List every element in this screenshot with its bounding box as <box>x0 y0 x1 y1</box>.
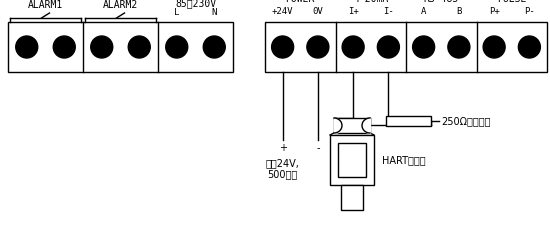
Circle shape <box>16 36 38 58</box>
Bar <box>386 116 431 126</box>
Bar <box>341 185 363 210</box>
Circle shape <box>412 36 434 58</box>
Circle shape <box>342 36 364 58</box>
Bar <box>334 118 370 133</box>
Text: I+: I+ <box>348 7 359 16</box>
Text: 250Ω采样电阻: 250Ω采样电阻 <box>441 116 491 126</box>
Circle shape <box>128 36 150 58</box>
Bar <box>338 143 366 177</box>
Circle shape <box>518 36 540 58</box>
Text: L: L <box>174 8 179 17</box>
Circle shape <box>483 36 505 58</box>
Text: I-: I- <box>383 7 394 16</box>
Circle shape <box>448 36 470 58</box>
Circle shape <box>272 36 294 58</box>
Circle shape <box>91 36 113 58</box>
Bar <box>330 135 374 185</box>
Text: N: N <box>212 8 217 17</box>
Text: 85～230V: 85～230V <box>175 0 216 8</box>
Text: ALARM2: ALARM2 <box>103 0 138 10</box>
Text: P+: P+ <box>489 7 499 16</box>
Text: B: B <box>456 7 461 16</box>
Text: 0V: 0V <box>312 7 323 16</box>
Circle shape <box>307 36 329 58</box>
Circle shape <box>166 36 188 58</box>
Text: 直流24V,
500毫安: 直流24V, 500毫安 <box>266 158 300 180</box>
Circle shape <box>53 36 75 58</box>
Text: -: - <box>316 143 320 153</box>
Text: HART手操器: HART手操器 <box>382 155 426 165</box>
Text: A: A <box>421 7 426 16</box>
Text: P-: P- <box>524 7 535 16</box>
Bar <box>265 22 547 72</box>
Text: +24V: +24V <box>272 7 293 16</box>
Text: POWER: POWER <box>285 0 315 4</box>
Bar <box>8 22 233 72</box>
Text: RS-485: RS-485 <box>424 0 459 4</box>
Text: +: + <box>279 143 287 153</box>
Circle shape <box>377 36 399 58</box>
Text: ALARM1: ALARM1 <box>28 0 63 10</box>
Text: PULSE: PULSE <box>497 0 526 4</box>
Circle shape <box>204 36 226 58</box>
Text: 4-20mA: 4-20mA <box>353 0 388 4</box>
